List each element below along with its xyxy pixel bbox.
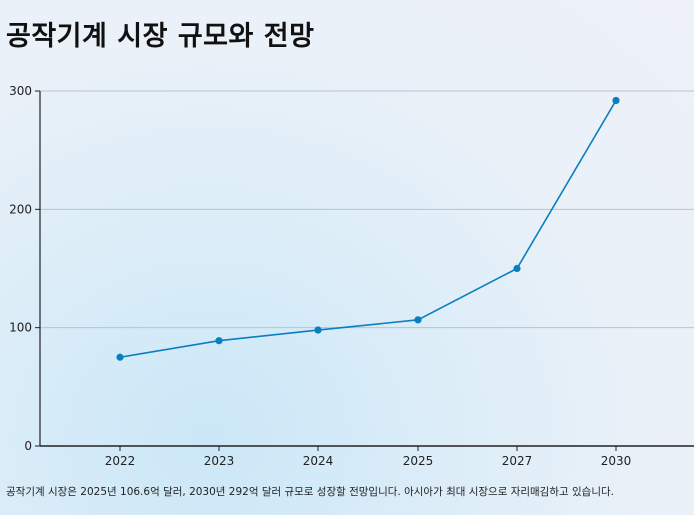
y-tick-labels: 0 100 200 300 (9, 84, 32, 453)
series-line (119, 100, 617, 359)
grid-lines (40, 90, 694, 329)
y-tick-label: 300 (9, 84, 32, 98)
y-tick-label: 200 (9, 202, 32, 216)
data-point (513, 264, 521, 273)
series (116, 96, 620, 361)
x-tick-label: 2023 (204, 454, 235, 468)
data-point (314, 326, 322, 334)
x-tick-label: 2027 (502, 454, 533, 468)
x-tick-label: 2025 (403, 454, 434, 468)
data-point (414, 316, 422, 324)
page-title: 공작기계 시장 규모와 전망 (6, 21, 315, 52)
axes (35, 90, 694, 451)
y-tick-label: 100 (9, 321, 32, 335)
data-point (116, 353, 124, 361)
x-tick-label: 2024 (303, 454, 334, 468)
y-tick-label: 0 (24, 439, 32, 453)
data-point (612, 96, 620, 105)
x-tick-label: 2030 (601, 454, 632, 468)
x-tick-label: 2022 (105, 454, 136, 468)
data-point (215, 337, 223, 345)
x-tick-labels: 2022 2023 2024 2025 2027 2030 (105, 454, 632, 468)
chart-caption: 공작기계 시장은 2025년 106.6억 달러, 2030년 292억 달러 … (6, 486, 614, 498)
